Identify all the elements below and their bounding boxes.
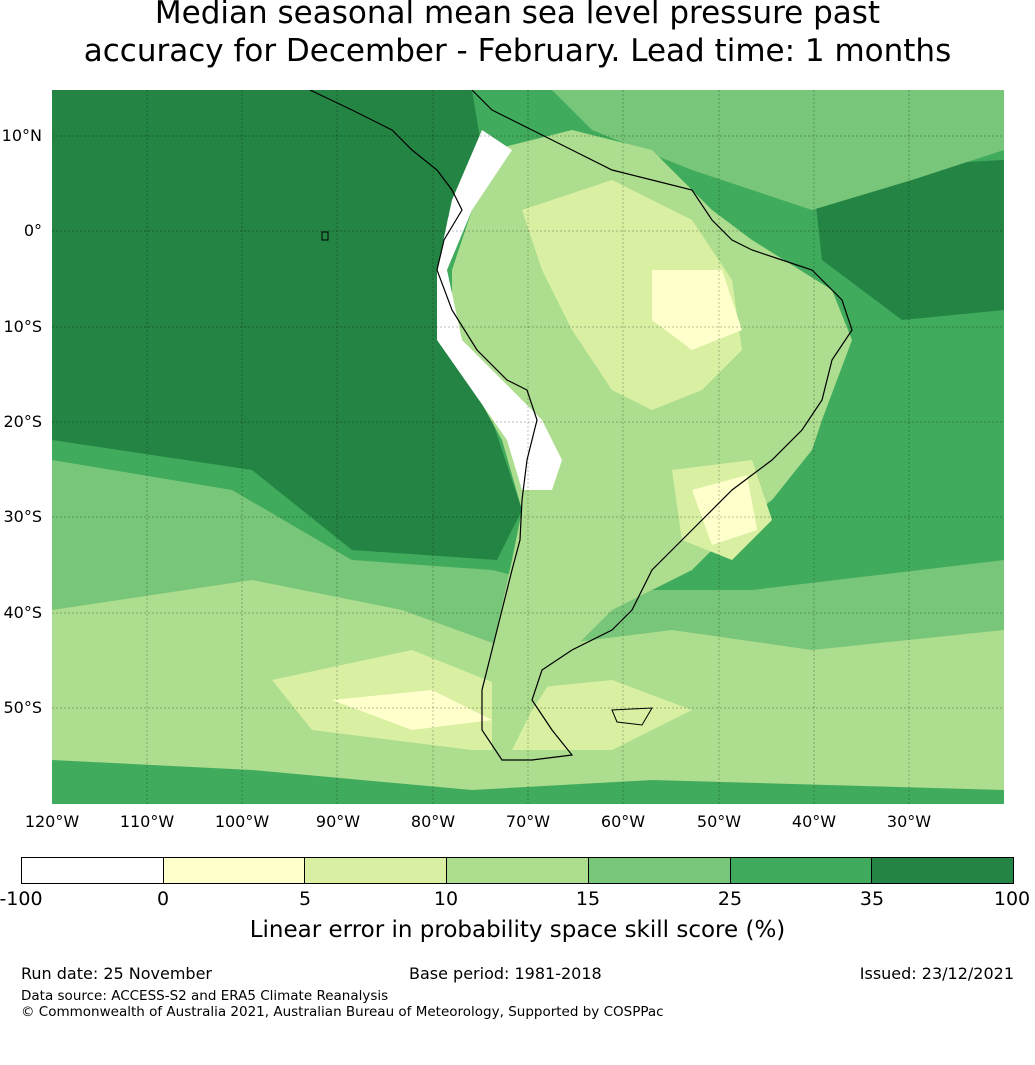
field-atlantic-dark	[812, 160, 1004, 320]
colorbar-swatch	[22, 858, 164, 883]
colorbar-tick: 0	[156, 888, 170, 910]
colorbar-swatch	[588, 858, 731, 883]
colorbar-tick: 35	[859, 888, 885, 910]
lon-label-110w: 110°W	[119, 812, 175, 831]
lon-label-60w: 60°W	[600, 812, 646, 831]
lat-label-10s: 10°S	[3, 317, 42, 336]
field-south-edge	[52, 760, 1004, 804]
graticule	[52, 90, 1004, 804]
colorbar-swatch	[447, 858, 589, 883]
field-amazon-lightest	[652, 270, 742, 350]
title-line-2: accuracy for December - February. Lead t…	[83, 33, 952, 69]
lat-label-50s: 50°S	[3, 698, 42, 717]
field-south-lightest	[332, 690, 492, 730]
lon-label-40w: 40°W	[791, 812, 837, 831]
field-continent-light	[522, 180, 742, 410]
base-period: Base period: 1981-2018	[409, 964, 602, 983]
lon-label-50w: 50°W	[696, 812, 742, 831]
field-andes-white	[437, 130, 562, 490]
colorbar-swatch	[872, 858, 1014, 883]
colorbar-tick: 25	[717, 888, 743, 910]
colorbar-swatch	[730, 858, 873, 883]
colorbar-tick: 15	[575, 888, 601, 910]
copyright: © Commonwealth of Australia 2021, Austra…	[21, 1004, 664, 1020]
lat-label-10n: 10°N	[1, 126, 42, 145]
colorbar-tick: 5	[298, 888, 312, 910]
lat-label-30s: 30°S	[3, 507, 42, 526]
lon-label-100w: 100°W	[214, 812, 270, 831]
field-pacific-dark	[52, 90, 522, 560]
issued-date: Issued: 23/12/2021	[859, 964, 1014, 983]
lon-label-70w: 70°W	[505, 812, 551, 831]
map-field	[52, 90, 1004, 804]
colorbar-swatch	[305, 858, 448, 883]
title-line-1: Median seasonal mean sea level pressure …	[154, 0, 881, 31]
data-source: Data source: ACCESS-S2 and ERA5 Climate …	[21, 988, 389, 1004]
lat-label-0: 0°	[23, 221, 42, 240]
galapagos-coast	[321, 231, 329, 241]
lon-label-80w: 80°W	[410, 812, 456, 831]
coastline	[309, 90, 853, 761]
run-date: Run date: 25 November	[21, 964, 212, 983]
colorbar-tick: -100	[0, 888, 43, 910]
colorbar-label: Linear error in probability space skill …	[249, 917, 786, 943]
lon-label-90w: 90°W	[315, 812, 361, 831]
skill-map	[52, 90, 1004, 804]
falklands-coast	[611, 707, 653, 726]
lat-label-40s: 40°S	[3, 603, 42, 622]
chart-title: Median seasonal mean sea level pressure …	[0, 0, 1035, 70]
lon-label-120w: 120°W	[24, 812, 80, 831]
field-plata-lightest	[692, 475, 757, 545]
colorbar	[21, 857, 1014, 884]
field-caribbean	[552, 90, 1004, 210]
colorbar-swatch	[163, 858, 306, 883]
lat-label-20s: 20°S	[3, 412, 42, 431]
lon-label-30w: 30°W	[886, 812, 932, 831]
colorbar-tick: 100	[993, 888, 1031, 910]
colorbar-tick: 10	[433, 888, 459, 910]
